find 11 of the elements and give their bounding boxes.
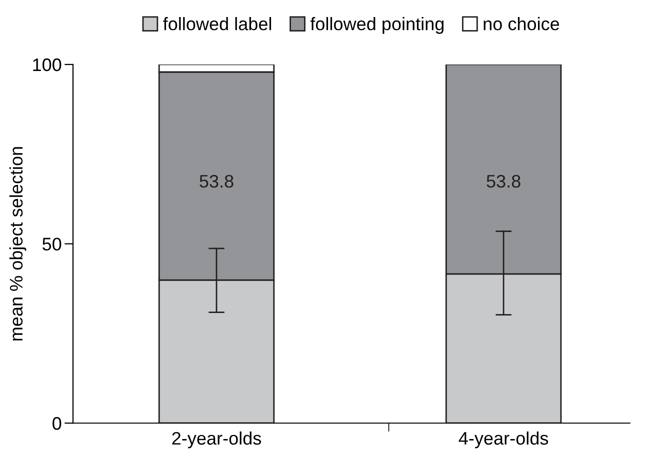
legend-label: followed label xyxy=(163,17,272,30)
y-tick-label: 100 xyxy=(33,58,62,72)
y-tick-label: 0 xyxy=(52,417,62,430)
y-axis-title: mean % object selection xyxy=(9,147,26,340)
legend-label: followed pointing xyxy=(310,17,444,34)
legend-label: no choice xyxy=(484,17,560,30)
x-tick-label: 2-year-olds xyxy=(172,431,262,448)
y-tick-label: 50 xyxy=(42,238,62,251)
annotation: 53.8 xyxy=(200,174,234,188)
annotation: 53.8 xyxy=(486,174,520,188)
x-tick-label: 4-year-olds xyxy=(458,431,548,448)
